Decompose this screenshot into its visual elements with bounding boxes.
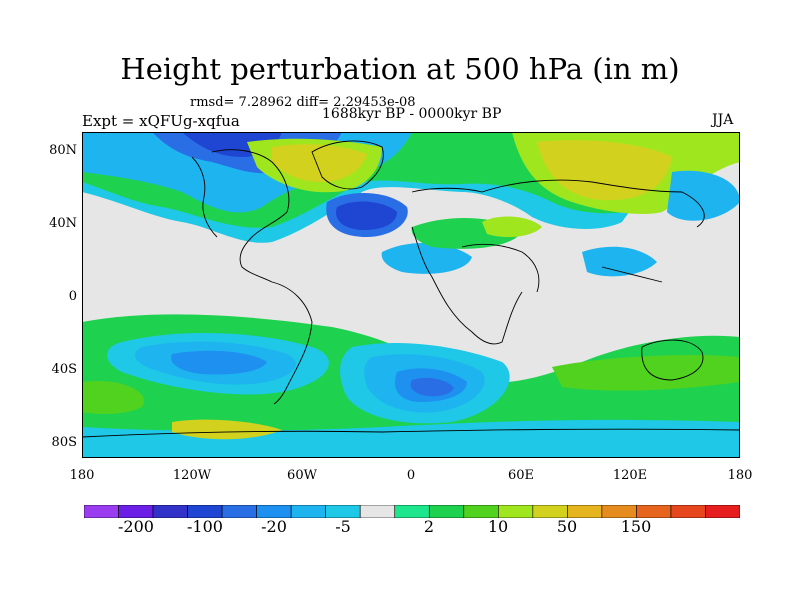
lat-tick-label: 0 [68, 289, 77, 304]
shaded-field [82, 132, 740, 458]
lon-tick-label: 180 [69, 468, 95, 483]
coastlines [81, 140, 741, 438]
colorbar-label: -5 [335, 517, 351, 536]
colorbar-swatch [705, 504, 741, 519]
lat-tick-label: 40N [49, 216, 77, 231]
colorbar-label: -100 [187, 517, 223, 536]
colorbar-swatches [83, 504, 741, 519]
lon-tick-label: 60E [507, 468, 535, 483]
map-panel [81, 132, 741, 458]
colorbar-label: 10 [487, 517, 509, 536]
plot-title: Height perturbation at 500 hPa (in m) [120, 52, 680, 86]
colorbar-swatch [670, 504, 706, 519]
height-perturbation-map [81, 132, 741, 458]
lon-tick-label: 120E [612, 468, 648, 483]
lon-tick-label: 60W [287, 468, 317, 483]
experiment-string: Expt = xQFUg-xqfua [82, 112, 240, 130]
colorbar-label: -20 [261, 517, 287, 536]
colorbar [83, 503, 741, 522]
lon-tick-label: 120W [172, 468, 212, 483]
colorbar-label: -200 [118, 517, 154, 536]
lon-tick-label: 0 [406, 468, 416, 483]
colorbar-label: 50 [556, 517, 578, 536]
colorbar-label: 2 [423, 517, 435, 536]
lat-tick-label: 40S [51, 362, 77, 377]
rmsd-diff-subtitle: rmsd= 7.28962 diff= 2.29453e-08 [190, 95, 416, 110]
lat-tick-label: 80S [51, 435, 77, 450]
period-string: 1688kyr BP - 0000kyr BP [322, 106, 502, 122]
season-string: JJA [712, 112, 734, 128]
lon-tick-label: 180 [727, 468, 753, 483]
colorbar-label: 150 [620, 517, 652, 536]
lat-tick-label: 80N [49, 143, 77, 158]
